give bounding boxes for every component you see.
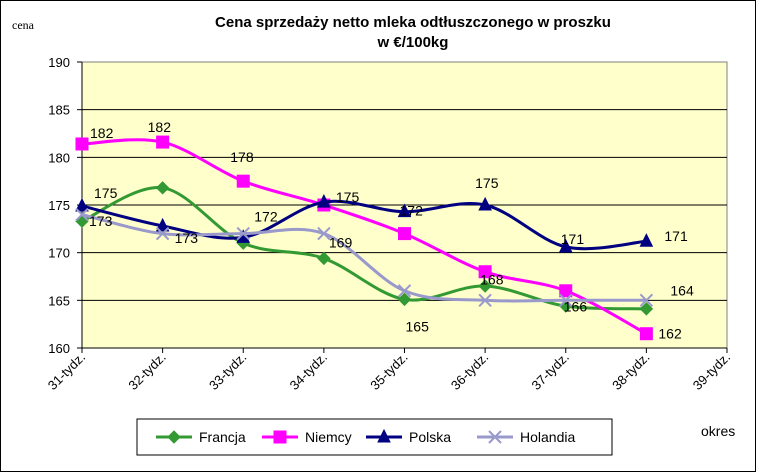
data-label-holandia: 164: [670, 282, 694, 298]
data-point-holandia: [75, 207, 89, 222]
data-labels: 173 165 182 182 178 172 168 162 175 173 172 175 175 1…: [89, 119, 694, 342]
data-point-francja: [317, 251, 331, 266]
legend-marker-francja: [167, 430, 181, 444]
data-point-polska: [639, 233, 654, 247]
chart-title-line2: w €/100kg: [377, 34, 449, 51]
legend-item-polska: Polska: [366, 428, 451, 445]
data-point-holandia: [559, 293, 573, 308]
series-line-polska: [81, 199, 647, 251]
data-point-holandia: [397, 284, 412, 298]
legend: Francja Niemcy Polska Holandia: [136, 418, 613, 456]
legend-label-francja: Francja: [199, 429, 246, 445]
data-point-polska: [558, 238, 573, 253]
y-tick-label: 165: [48, 293, 70, 308]
series-group: [75, 135, 654, 341]
y-tick-label: 170: [48, 246, 70, 261]
legend-marker-polska: [377, 428, 391, 443]
data-point-niemcy: [75, 137, 89, 151]
y-tick-label: 190: [48, 55, 70, 70]
data-label-polska: 173: [175, 230, 199, 246]
data-point-francja: [478, 279, 492, 293]
y-tick-label: 180: [48, 150, 70, 165]
legend-label-holandia: Holandia: [520, 429, 575, 445]
data-point-holandia: [236, 226, 250, 241]
data-point-niemcy: [398, 227, 411, 241]
data-point-holandia: [155, 226, 170, 241]
data-label-polska: 171: [561, 231, 585, 247]
data-point-niemcy: [236, 174, 250, 188]
data-label-polska: 175: [475, 175, 499, 191]
data-point-francja: [397, 292, 412, 307]
data-point-polska: [75, 197, 89, 212]
data-label-holandia: 169: [329, 235, 353, 251]
series-line-holandia: [81, 213, 647, 303]
legend-label-niemcy: Niemcy: [305, 429, 352, 445]
data-point-polska: [397, 203, 412, 218]
legend-marker-niemcy: [273, 430, 287, 444]
x-axis-label: okres: [701, 423, 735, 439]
data-point-polska: [155, 217, 170, 232]
data-point-niemcy: [639, 327, 653, 341]
series-line-francja: [81, 186, 647, 311]
data-label-polska: 171: [664, 228, 688, 244]
y-axis-label: cena: [12, 18, 35, 32]
series-francja: [75, 181, 654, 316]
data-point-francja: [639, 302, 654, 316]
data-label-niemcy: 162: [658, 326, 682, 342]
data-point-polska: [478, 196, 492, 211]
chart-title-line1: Cena sprzedaży netto mleka odtłuszczoneg…: [215, 14, 611, 31]
data-label-niemcy: 172: [400, 203, 424, 219]
data-point-holandia: [317, 226, 331, 241]
y-tick-label: 175: [48, 198, 70, 213]
legend-item-niemcy: Niemcy: [262, 429, 352, 445]
data-label-francja: 173: [89, 213, 113, 229]
series-line-niemcy: [81, 138, 648, 336]
data-label-polska: 175: [336, 189, 360, 205]
data-point-polska: [317, 194, 331, 208]
data-label-francja: 165: [406, 318, 430, 334]
y-tick-label: 160: [48, 341, 70, 356]
data-point-niemcy: [156, 135, 170, 149]
data-label-polska: 172: [254, 208, 278, 224]
data-label-niemcy: 182: [148, 119, 172, 135]
series-polska: [75, 194, 654, 253]
legend-item-holandia: Holandia: [477, 429, 575, 445]
data-point-niemcy: [559, 284, 573, 298]
data-label-niemcy: 178: [230, 149, 254, 165]
data-point-niemcy: [478, 265, 492, 279]
data-label-niemcy: 182: [90, 125, 114, 141]
data-label-polska: 175: [94, 185, 118, 201]
legend-item-francja: Francja: [156, 429, 246, 445]
y-tick-label: 185: [48, 103, 70, 118]
data-label-holandia: 166: [564, 298, 588, 314]
series-holandia: [75, 207, 654, 308]
data-label-niemcy: 168: [480, 272, 504, 288]
data-point-francja: [155, 181, 170, 195]
legend-marker-holandia: [488, 430, 502, 444]
data-point-holandia: [639, 293, 654, 308]
data-point-holandia: [478, 293, 492, 308]
legend-label-polska: Polska: [409, 429, 451, 445]
